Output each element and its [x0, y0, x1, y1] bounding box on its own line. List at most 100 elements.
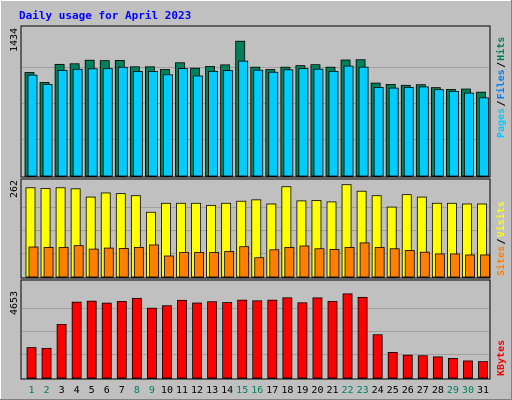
- bar-kbytes-day-14: [222, 302, 233, 379]
- bar-sites-day-25: [389, 248, 400, 278]
- bar-kbytes-day-23: [357, 296, 368, 379]
- bar-kbytes-day-7: [116, 301, 127, 379]
- bar-kbytes-day-27: [417, 355, 428, 379]
- chart-title: Daily usage for April 2023: [19, 9, 191, 22]
- xlabel-day-11: 11: [176, 385, 188, 396]
- bar-files-day-19: [298, 68, 309, 177]
- xlabel-day-14: 14: [221, 385, 233, 396]
- xlabel-day-15: 15: [236, 385, 248, 396]
- bar-sites-day-31: [480, 254, 490, 278]
- bar-files-day-6: [102, 68, 113, 177]
- legend-kbytes: KBytes: [496, 340, 507, 376]
- bar-files-day-14: [223, 70, 234, 177]
- xlabel-day-7: 7: [119, 385, 125, 396]
- bar-files-day-20: [313, 68, 324, 177]
- bar-files-day-26: [403, 87, 414, 177]
- bar-files-day-18: [283, 69, 294, 177]
- bar-sites-day-6: [103, 247, 114, 278]
- xlabel-day-27: 27: [417, 385, 429, 396]
- xlabel-day-17: 17: [266, 385, 278, 396]
- xlabel-day-26: 26: [402, 385, 414, 396]
- bar-kbytes-day-5: [86, 300, 97, 379]
- bar-files-day-17: [268, 71, 279, 177]
- xlabel-day-3: 3: [59, 385, 65, 396]
- bar-kbytes-day-28: [432, 356, 443, 379]
- xlabel-day-4: 4: [74, 385, 80, 396]
- bar-sites-day-12: [194, 252, 204, 278]
- xlabel-day-18: 18: [281, 385, 293, 396]
- xlabel-day-19: 19: [296, 385, 308, 396]
- bar-kbytes-day-22: [342, 293, 353, 379]
- bar-files-day-21: [328, 70, 339, 177]
- bar-kbytes-day-13: [207, 301, 218, 379]
- bar-sites-day-3: [58, 246, 69, 278]
- bar-kbytes-day-26: [402, 354, 413, 379]
- bar-sites-day-16: [254, 257, 265, 278]
- bar-kbytes-day-11: [177, 299, 187, 379]
- bar-sites-day-18: [284, 246, 295, 278]
- bar-files-day-5: [87, 68, 98, 177]
- bar-kbytes-day-30: [463, 360, 473, 379]
- bar-files-day-7: [117, 66, 128, 177]
- bar-sites-day-13: [209, 252, 220, 278]
- bar-sites-day-28: [434, 253, 445, 278]
- bar-kbytes-day-31: [478, 361, 488, 379]
- xlabel-day-6: 6: [104, 385, 110, 396]
- bar-kbytes-day-8: [131, 297, 142, 379]
- bar-kbytes-day-29: [447, 358, 458, 379]
- bar-kbytes-day-15: [237, 299, 248, 379]
- bar-kbytes-day-20: [312, 297, 323, 379]
- legend-sites-visits: Sites /Visits: [495, 201, 507, 276]
- xlabel-day-13: 13: [206, 385, 218, 396]
- xlabel-day-28: 28: [432, 385, 444, 396]
- bar-sites-day-8: [133, 246, 144, 278]
- legend-mid-item-2: Visits: [495, 201, 507, 237]
- bar-sites-day-4: [73, 245, 84, 278]
- bar-files-day-3: [57, 69, 68, 177]
- xlabel-day-16: 16: [251, 385, 263, 396]
- xlabel-day-31: 31: [477, 385, 489, 396]
- bar-sites-day-17: [269, 249, 280, 278]
- bar-sites-day-24: [374, 246, 385, 278]
- bar-files-day-27: [418, 86, 429, 177]
- xlabel-day-9: 9: [149, 385, 155, 396]
- bar-sites-day-27: [419, 251, 430, 278]
- bar-files-day-24: [373, 87, 384, 177]
- bar-files-day-29: [448, 90, 459, 177]
- visits-ymax-label: 262: [9, 180, 20, 198]
- xlabel-day-22: 22: [342, 385, 354, 396]
- bar-files-day-10: [163, 74, 173, 177]
- bar-files-day-22: [343, 65, 354, 177]
- bar-sites-day-30: [465, 254, 475, 278]
- xlabel-day-1: 1: [28, 385, 34, 396]
- bar-files-day-15: [238, 60, 249, 177]
- xlabel-day-20: 20: [311, 385, 323, 396]
- bar-sites-day-23: [359, 242, 370, 278]
- bar-sites-day-9: [148, 244, 159, 278]
- bar-kbytes-day-21: [327, 301, 338, 379]
- legend-top-item-4: Hits: [495, 37, 507, 61]
- bar-sites-day-15: [239, 246, 250, 278]
- xlabel-day-8: 8: [134, 385, 140, 396]
- bar-sites-day-29: [449, 253, 460, 278]
- bar-kbytes-day-16: [252, 300, 263, 379]
- legend-top-item-3: /: [496, 62, 507, 68]
- bar-files-day-30: [464, 92, 474, 177]
- xlabel-day-23: 23: [357, 385, 369, 396]
- xlabel-day-25: 25: [387, 385, 399, 396]
- hits-ymax-label: 1434: [9, 28, 20, 52]
- xlabel-day-30: 30: [462, 385, 474, 396]
- bar-kbytes-day-19: [297, 302, 308, 379]
- xlabel-day-21: 21: [326, 385, 338, 396]
- bar-files-day-9: [147, 71, 158, 177]
- bar-sites-day-22: [344, 246, 355, 278]
- bar-kbytes-day-1: [26, 347, 37, 379]
- xlabel-day-10: 10: [161, 385, 173, 396]
- bar-files-day-16: [253, 69, 264, 177]
- bar-files-day-13: [208, 70, 219, 177]
- bar-files-day-2: [42, 84, 53, 177]
- bar-sites-day-11: [179, 252, 189, 278]
- bar-sites-day-2: [43, 246, 54, 278]
- bar-sites-day-14: [224, 251, 235, 278]
